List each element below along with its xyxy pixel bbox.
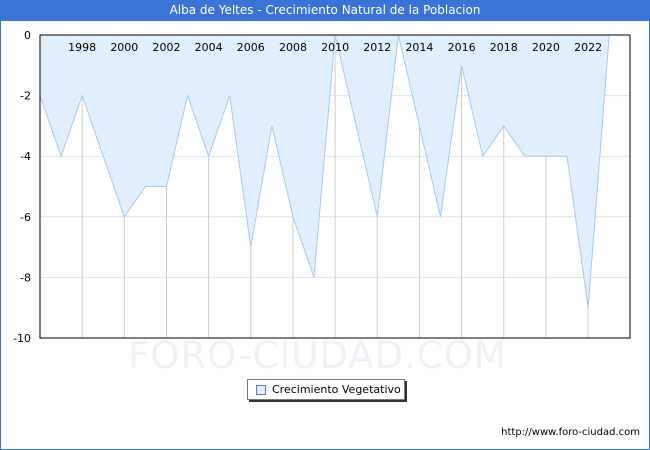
y-tick-label: 0 <box>24 29 31 42</box>
x-axis-labels: 1998 2000 2002 2004 2006 2008 2010 2012 2014 2016… <box>68 41 602 54</box>
x-tick-label: 2004 <box>195 41 223 54</box>
y-tick-label: -4 <box>20 150 31 163</box>
data-line <box>39 34 610 308</box>
x-tick-label: 2016 <box>448 41 476 54</box>
x-tick-label: 2008 <box>279 41 307 54</box>
y-tick-label: -6 <box>20 211 31 224</box>
y-tick-label: -2 <box>20 90 31 103</box>
source-url[interactable]: http://www.foro-ciudad.com <box>501 427 640 438</box>
chart-title: Alba de Yeltes - Crecimiento Natural de … <box>0 0 650 21</box>
y-tick-label: -10 <box>13 332 31 345</box>
x-tick-label: 2020 <box>532 41 560 54</box>
legend: Crecimiento Vegetativo <box>247 379 405 400</box>
y-tick-label: -8 <box>20 271 31 284</box>
x-tick-label: 1998 <box>68 41 96 54</box>
y-axis-labels: 0 -2 -4 -6 -8 -10 <box>13 29 31 345</box>
legend-swatch-icon <box>256 385 266 395</box>
x-tick-label: 2022 <box>574 41 602 54</box>
area-fill <box>40 35 610 308</box>
x-tick-label: 2012 <box>363 41 391 54</box>
x-tick-label: 2018 <box>490 41 518 54</box>
legend-label: Crecimiento Vegetativo <box>272 383 401 396</box>
x-tick-label: 2002 <box>152 41 180 54</box>
x-tick-label: 2000 <box>110 41 138 54</box>
plot-border <box>39 34 631 339</box>
watermark: FORO-CIUDAD.COM <box>128 334 507 377</box>
x-tick-label: 2006 <box>237 41 265 54</box>
x-tick-label: 2014 <box>405 41 433 54</box>
x-tick-label: 2010 <box>321 41 349 54</box>
